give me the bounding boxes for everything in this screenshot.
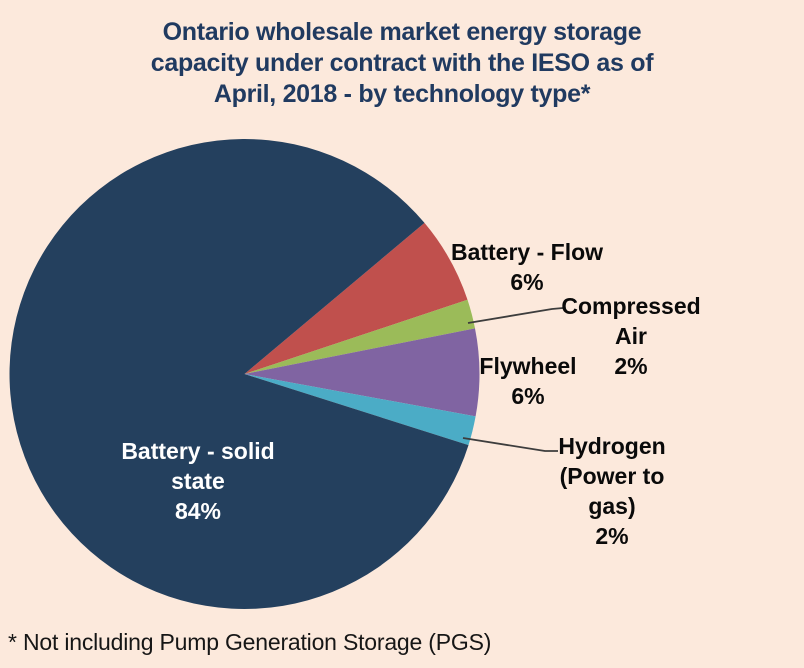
slice-value: 84% xyxy=(174,498,222,524)
pie-slice-compressed-air xyxy=(244,299,475,374)
slice-name: Battery - Flow xyxy=(450,239,604,265)
slice-value: 2% xyxy=(595,523,629,549)
pie-slice-battery-flow xyxy=(244,222,468,374)
slice-value: 6% xyxy=(511,383,545,409)
slice-name: Battery - solid state xyxy=(121,438,275,494)
slice-value: 6% xyxy=(510,269,544,295)
leader-line-compressed-air xyxy=(467,307,564,324)
slice-name: Compressed Air xyxy=(561,293,701,349)
chart-title-line-3: April, 2018 - by technology type* xyxy=(213,80,591,108)
slice-label-battery-flow: Battery - Flow 6% xyxy=(447,237,607,297)
slice-value: 2% xyxy=(614,353,648,379)
leader-line-hydrogen xyxy=(462,437,558,452)
slice-label-compressed-air: Compressed Air 2% xyxy=(556,291,706,381)
chart-title: Ontario wholesale market energy storage … xyxy=(0,17,804,110)
slice-name: Hydrogen (Power to gas) xyxy=(558,433,666,519)
slice-label-flywheel: Flywheel 6% xyxy=(458,351,598,411)
pie-slice-battery-solid-state xyxy=(9,138,469,609)
slice-label-hydrogen: Hydrogen (Power to gas) 2% xyxy=(547,431,677,551)
pie-slice-hydrogen-power-to-gas xyxy=(244,374,476,446)
pie-slice-flywheel xyxy=(244,328,480,417)
footnote: * Not including Pump Generation Storage … xyxy=(8,629,492,655)
chart-title-line-1: Ontario wholesale market energy storage xyxy=(162,18,642,46)
chart-title-line-2: capacity under contract with the IESO as… xyxy=(150,49,654,77)
slice-label-battery-solid-state: Battery - solid state 84% xyxy=(113,436,283,526)
slice-name: Flywheel xyxy=(479,353,577,379)
